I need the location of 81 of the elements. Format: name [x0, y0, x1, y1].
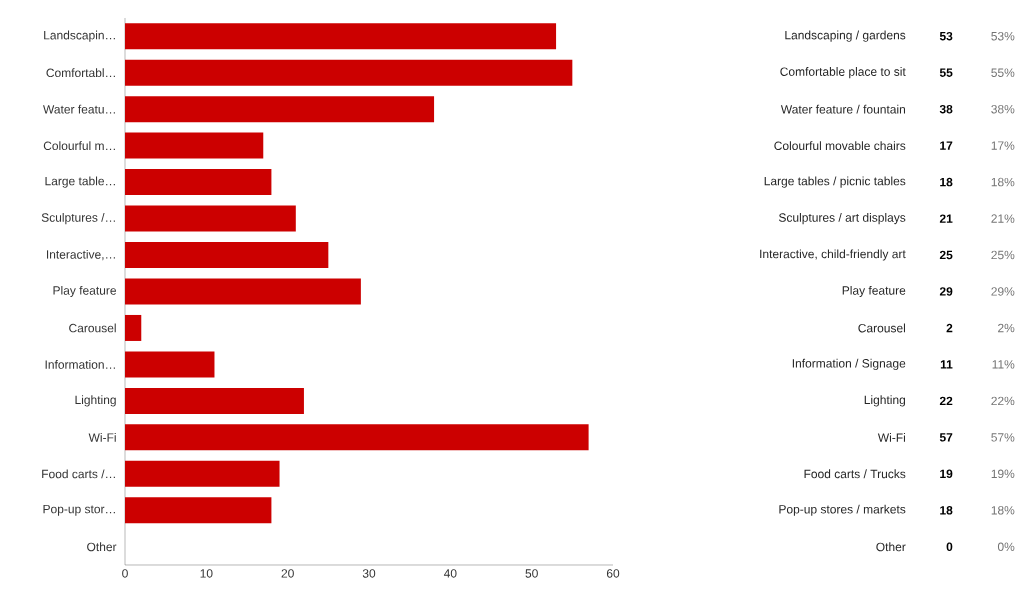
category-label: Comfortable place to sit — [780, 67, 906, 79]
data-label: 38 — [939, 104, 953, 114]
bar — [125, 242, 329, 269]
y-tick-label: Colourful m… — [43, 141, 115, 151]
bar — [125, 278, 361, 305]
text: 21% — [991, 214, 1015, 223]
data-label: 18 — [940, 177, 953, 187]
category-label: Other — [876, 542, 906, 552]
bar — [125, 132, 264, 159]
text: 11% — [992, 360, 1015, 369]
y-tick-label: Information… — [45, 360, 115, 369]
data-label: 19 — [940, 469, 953, 479]
y-tick-label: Water featu… — [43, 104, 115, 114]
bar — [125, 314, 142, 341]
bar — [125, 23, 557, 50]
text: 38% — [991, 104, 1015, 114]
bar — [125, 460, 280, 487]
category-label: Lighting — [864, 395, 906, 407]
category-label: Food carts / Trucks — [804, 469, 906, 479]
text: 22% — [991, 396, 1015, 406]
y-tick-label: Landscapin… — [44, 30, 115, 42]
bar — [125, 169, 272, 196]
bar — [125, 387, 304, 414]
y-tick-label: Interactive,… — [46, 249, 115, 261]
x-tick-label: 20 — [281, 569, 294, 578]
category-label: Interactive, child-friendly art — [760, 249, 906, 261]
data-label: 53 — [939, 31, 953, 41]
data-label: 57 — [939, 433, 953, 442]
category-label: Colourful movable chairs — [774, 141, 906, 150]
data-label: 17 — [940, 141, 953, 150]
y-tick-label: Wi-Fi — [88, 433, 116, 442]
text: 19% — [991, 469, 1015, 479]
data-label: 0 — [946, 542, 953, 552]
data-label: 55 — [939, 68, 953, 77]
x-tick-label: 0 — [122, 569, 128, 578]
x-tick-label: 60 — [606, 569, 620, 578]
data-label: 29 — [939, 287, 953, 296]
text: 25% — [991, 250, 1015, 260]
x-tick-label: 50 — [525, 569, 538, 578]
y-tick-label: Large table… — [45, 176, 115, 188]
text: 0% — [997, 542, 1015, 552]
category-label: Large tables / picnic tables — [764, 176, 906, 188]
x-tick-label: 10 — [200, 569, 213, 578]
text: 17% — [991, 141, 1015, 150]
bar — [125, 497, 272, 524]
text: 57% — [991, 433, 1015, 442]
x-tick-label: 40 — [443, 569, 457, 578]
y-tick-label: Pop-up stor… — [43, 504, 115, 516]
data-label: 22 — [939, 396, 953, 406]
bar — [125, 59, 573, 86]
text: 29% — [991, 287, 1015, 296]
bar — [125, 351, 215, 378]
text: 53% — [991, 31, 1015, 41]
y-tick-label: Lighting — [75, 395, 116, 407]
text: 18% — [991, 506, 1015, 515]
data-label: 18 — [940, 506, 953, 515]
category-label: Water feature / fountain — [780, 104, 906, 114]
category-label: Wi-Fi — [877, 433, 905, 442]
bar — [125, 96, 435, 123]
category-label: Play feature — [842, 285, 906, 298]
data-label: 11 — [940, 360, 953, 369]
category-label: Pop-up stores / markets — [779, 504, 906, 516]
text: 55% — [991, 68, 1015, 77]
data-label: 25 — [939, 250, 953, 260]
category-label: Carousel — [858, 323, 905, 333]
y-tick-label: Sculptures /… — [41, 212, 115, 225]
category-label: Landscaping / gardens — [785, 30, 906, 42]
y-tick-label: Other — [87, 542, 117, 552]
bar — [125, 424, 589, 451]
y-tick-label: Comfortabl… — [46, 68, 115, 78]
x-tick-label: 30 — [362, 569, 376, 578]
data-label: 2 — [946, 323, 953, 333]
category-label: Sculptures / art displays — [778, 212, 906, 225]
text: 2% — [998, 323, 1015, 333]
bar — [125, 205, 296, 232]
data-label: 21 — [939, 214, 953, 223]
category-label: Information / Signage — [792, 358, 906, 370]
y-tick-label: Play feature — [53, 285, 117, 298]
y-tick-label: Food carts /… — [42, 469, 115, 479]
y-tick-label: Carousel — [69, 323, 116, 333]
text: 18% — [991, 177, 1015, 187]
